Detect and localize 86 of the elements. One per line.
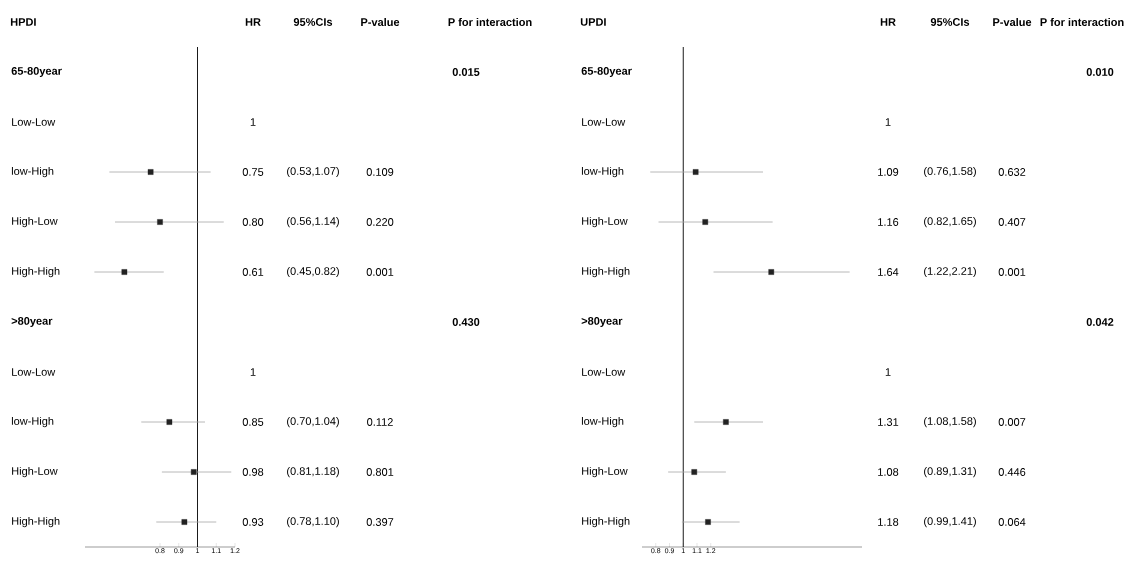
- text: 0.010: [1086, 68, 1114, 76]
- text: 0.407: [998, 218, 1026, 226]
- data-label: 0.75: [242, 168, 264, 176]
- data-label: 1.18: [878, 518, 899, 526]
- chart-title: HPDI: [10, 18, 36, 26]
- chart-title: UPDI: [580, 18, 606, 26]
- point: [166, 419, 173, 425]
- y-tick-label: High-Low: [582, 216, 628, 228]
- text: (0.89,1.31): [924, 466, 976, 478]
- text: (0.53,1.07): [287, 166, 339, 178]
- point: [702, 219, 709, 225]
- y-tick-label: High-High: [582, 516, 630, 528]
- text: P for interaction: [448, 17, 532, 27]
- y-tick-label: High-Low: [12, 466, 58, 478]
- text: (0.70,1.04): [287, 416, 339, 428]
- text: 0.446: [998, 468, 1026, 476]
- text: (1.08,1.58): [924, 416, 976, 428]
- text: (0.76,1.58): [924, 166, 976, 178]
- data-label: 0.80: [242, 218, 264, 226]
- text: P for interaction: [1040, 17, 1124, 27]
- text: 95%CIs: [293, 18, 333, 26]
- point: [705, 519, 711, 525]
- y-tick-label: >80year: [11, 317, 53, 327]
- text: 0.112: [367, 418, 393, 426]
- text: 0.007: [998, 418, 1026, 426]
- text: P-value: [993, 17, 1032, 27]
- text: 0.001: [366, 268, 394, 276]
- y-tick-label: low-High: [581, 416, 624, 428]
- text: 95%CIs: [930, 18, 970, 26]
- point: [692, 169, 699, 175]
- text: (0.99,1.41): [924, 516, 976, 528]
- point: [157, 219, 163, 225]
- y-tick-label: High-High: [12, 266, 60, 278]
- text: HR: [880, 18, 896, 26]
- y-tick-label: 65-80year: [11, 67, 62, 77]
- data-label: 0.98: [242, 468, 264, 476]
- data-label: 0.93: [242, 518, 264, 526]
- text: 1: [250, 118, 256, 126]
- y-tick-label: High-Low: [582, 466, 628, 478]
- point: [147, 169, 154, 175]
- text: 1: [250, 368, 256, 376]
- text: (0.56,1.14): [287, 216, 339, 228]
- text: (0.82,1.65): [924, 216, 976, 228]
- y-tick-label: Low-Low: [582, 368, 626, 376]
- y-tick-label: 65-80year: [581, 67, 632, 77]
- text: 0.220: [366, 218, 394, 226]
- y-tick-label: High-Low: [12, 216, 58, 228]
- text: 0.109: [366, 168, 394, 176]
- text: P-value: [361, 17, 400, 27]
- y-tick-label: Low-Low: [582, 118, 626, 126]
- text: (0.81,1.18): [287, 466, 339, 478]
- data-label: 1.09: [878, 168, 899, 176]
- point: [723, 419, 729, 425]
- y-tick-label: Low-Low: [12, 368, 56, 376]
- y-tick-label: High-High: [582, 266, 630, 278]
- text: 0.042: [1086, 318, 1114, 326]
- text: 0.430: [452, 318, 480, 326]
- y-tick-label: low-High: [581, 166, 624, 178]
- text: (1.22,2.21): [924, 266, 976, 278]
- text: 1: [885, 368, 891, 376]
- y-tick-label: >80year: [581, 317, 623, 327]
- text: 0.001: [998, 268, 1026, 276]
- point: [181, 519, 188, 525]
- y-tick-label: low-High: [11, 416, 54, 428]
- text: (0.78,1.10): [287, 516, 339, 528]
- y-tick-label: Low-Low: [12, 118, 56, 126]
- y-tick-label: High-High: [12, 516, 60, 528]
- text: 0.801: [366, 468, 394, 476]
- data-label: 0.85: [242, 418, 264, 426]
- text: HR: [245, 18, 261, 26]
- y-tick-label: low-High: [11, 166, 54, 178]
- text: 0.632: [998, 168, 1026, 176]
- text: 1: [885, 118, 891, 126]
- data-label: 0.61: [242, 268, 264, 276]
- data-label: 1.16: [878, 218, 899, 226]
- text: 0.397: [366, 518, 394, 526]
- data-label: 1.08: [878, 468, 899, 476]
- point: [121, 269, 128, 275]
- point: [768, 269, 775, 275]
- text: 0.064: [998, 518, 1026, 526]
- text: 0.015: [452, 68, 480, 76]
- point: [190, 469, 197, 475]
- point: [691, 469, 698, 475]
- data-label: 1.31: [878, 418, 899, 426]
- text: (0.45,0.82): [287, 266, 339, 278]
- data-label: 1.64: [878, 268, 899, 276]
